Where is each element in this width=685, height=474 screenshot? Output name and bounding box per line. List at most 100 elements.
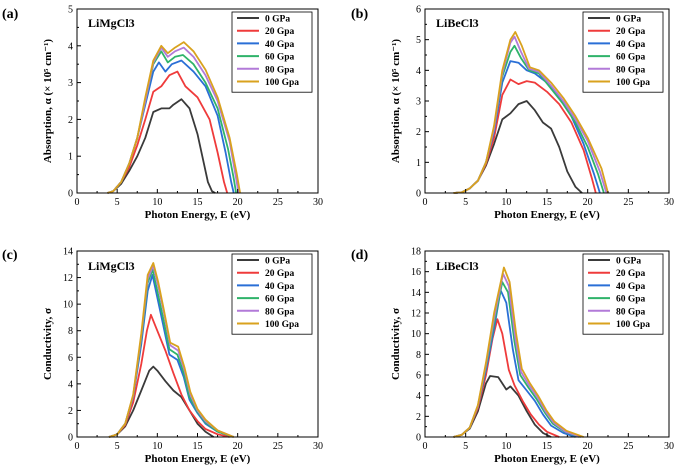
x-tick-label: 0 xyxy=(423,197,428,208)
x-axis-label: Photon Energy, E (eV) xyxy=(145,453,251,465)
legend-entry: 0 GPa xyxy=(616,15,641,25)
x-tick-label: 5 xyxy=(463,197,468,208)
x-tick-label: 5 xyxy=(463,441,468,452)
y-tick-label: 4 xyxy=(68,41,73,52)
x-tick-label: 20 xyxy=(233,197,243,208)
legend-entry: 80 Gpa xyxy=(265,65,295,75)
chart-title: LiBeCl3 xyxy=(436,16,479,30)
x-tick-label: 10 xyxy=(152,197,162,208)
legend-entry: 60 Gpa xyxy=(616,53,646,63)
x-tick-label: 0 xyxy=(75,197,80,208)
series-line-5 xyxy=(453,272,582,438)
series-line-6 xyxy=(107,41,241,194)
y-tick-label: 0 xyxy=(68,433,73,444)
y-axis-label: Absorption, α (× 10⁵ cm⁻¹) xyxy=(390,39,402,163)
legend-box xyxy=(582,253,664,335)
x-tick-label: 20 xyxy=(233,441,243,452)
y-tick-label: 2 xyxy=(68,115,73,126)
legend-entry: 60 Gpa xyxy=(616,295,646,305)
legend-box xyxy=(231,253,313,335)
y-axis-label: Conductivity, σ xyxy=(390,308,402,380)
y-tick-label: 6 xyxy=(68,353,73,364)
chart-panel-3: 0 5 10 15 20 25 30 0 2 4 6 8 10 12 14 Photon Energy, E … xyxy=(2,247,323,466)
legend-entry: 20 Gpa xyxy=(616,27,646,37)
chart-panel-2: 0 5 10 15 20 25 30 0 1 2 3 4 5 6 Photon Energy, E (eV)… xyxy=(351,5,674,222)
y-tick-label: 8 xyxy=(416,350,421,361)
x-tick-label: 10 xyxy=(501,441,511,452)
legend: 0 GPa 20 Gpa 40 Gpa 60 Gpa 80 Gpa 100 Gpa xyxy=(582,253,664,335)
y-tick-label: 12 xyxy=(63,273,73,284)
x-tick-label: 0 xyxy=(423,441,428,452)
x-tick-label: 30 xyxy=(664,197,674,208)
x-tick-label: 0 xyxy=(75,441,80,452)
y-tick-label: 8 xyxy=(68,326,73,337)
series-line-1 xyxy=(453,375,552,438)
panel-label: (d) xyxy=(351,248,368,263)
x-axis-label: Photon Energy, E (eV) xyxy=(494,453,600,465)
chart-title: LiMgCl3 xyxy=(88,16,135,30)
x-tick-label: 25 xyxy=(623,441,633,452)
legend-entry: 80 Gpa xyxy=(265,307,295,317)
y-tick-label: 0 xyxy=(416,189,421,200)
y-tick-label: 2 xyxy=(416,412,421,423)
legend: 0 GPa 20 Gpa 40 Gpa 60 Gpa 80 Gpa 100 Gpa xyxy=(582,11,664,93)
legend-entry: 20 Gpa xyxy=(265,269,295,279)
legend-entry: 100 Gpa xyxy=(265,78,299,88)
legend-entry: 0 GPa xyxy=(265,15,290,25)
series-line-3 xyxy=(453,289,576,438)
chart-title: LiBeCl3 xyxy=(436,259,479,273)
series-line-2 xyxy=(453,318,560,438)
legend-entry: 80 Gpa xyxy=(616,65,646,75)
y-tick-label: 16 xyxy=(411,267,421,278)
x-tick-label: 30 xyxy=(664,441,674,452)
chart-panel-4: 0 5 10 15 20 25 30 0 2 4 6 8 10 12 14 16 18 Photon Energy… xyxy=(351,247,674,466)
series-line-1 xyxy=(108,365,215,438)
panel-label: (b) xyxy=(351,7,368,22)
y-tick-label: 14 xyxy=(411,288,421,299)
x-tick-label: 5 xyxy=(115,197,120,208)
x-tick-label: 30 xyxy=(313,197,323,208)
legend-entry: 40 Gpa xyxy=(265,40,295,50)
y-tick-label: 4 xyxy=(416,391,421,402)
y-tick-label: 5 xyxy=(68,5,73,16)
legend-box xyxy=(231,11,313,93)
series-line-2 xyxy=(453,78,597,194)
y-tick-label: 3 xyxy=(68,78,73,89)
y-tick-label: 3 xyxy=(416,97,421,108)
legend: 0 GPa 20 Gpa 40 Gpa 60 Gpa 80 Gpa 100 Gpa xyxy=(231,11,313,93)
y-tick-label: 6 xyxy=(416,5,421,16)
legend-entry: 60 Gpa xyxy=(265,295,295,305)
y-tick-label: 2 xyxy=(68,406,73,417)
x-tick-label: 20 xyxy=(583,441,593,452)
x-tick-label: 15 xyxy=(542,441,552,452)
series-line-1 xyxy=(107,98,216,194)
series-line-1 xyxy=(453,100,583,194)
legend-entry: 20 Gpa xyxy=(616,269,646,279)
y-tick-label: 12 xyxy=(411,309,421,320)
y-axis-label: Conductivity, σ xyxy=(42,308,54,380)
chart-panel-1: 0 5 10 15 20 25 30 0 1 2 3 4 5 Photon Energy, E (eV) A… xyxy=(2,5,323,222)
y-tick-label: 18 xyxy=(411,247,421,258)
y-tick-label: 14 xyxy=(63,247,73,258)
y-tick-label: 1 xyxy=(416,158,421,169)
legend-entry: 100 Gpa xyxy=(616,78,650,88)
x-axis-label: Photon Energy, E (eV) xyxy=(145,209,251,221)
x-tick-label: 15 xyxy=(193,197,203,208)
y-tick-label: 6 xyxy=(416,371,421,382)
legend-entry: 40 Gpa xyxy=(616,40,646,50)
x-tick-label: 25 xyxy=(273,197,283,208)
panel-label: (a) xyxy=(2,7,19,22)
y-tick-label: 5 xyxy=(416,35,421,46)
legend-entry: 0 GPa xyxy=(616,257,641,267)
legend-entry: 20 Gpa xyxy=(265,27,295,37)
y-axis-label: Absorption, α (× 10⁵ cm⁻¹) xyxy=(42,39,54,163)
legend-entry: 0 GPa xyxy=(265,257,290,267)
y-tick-label: 4 xyxy=(416,66,421,77)
y-tick-label: 10 xyxy=(63,300,73,311)
series-line-6 xyxy=(453,266,584,438)
x-tick-label: 5 xyxy=(115,441,120,452)
series-line-4 xyxy=(453,281,580,438)
x-tick-label: 20 xyxy=(583,197,593,208)
x-axis-label: Photon Energy, E (eV) xyxy=(494,209,600,221)
